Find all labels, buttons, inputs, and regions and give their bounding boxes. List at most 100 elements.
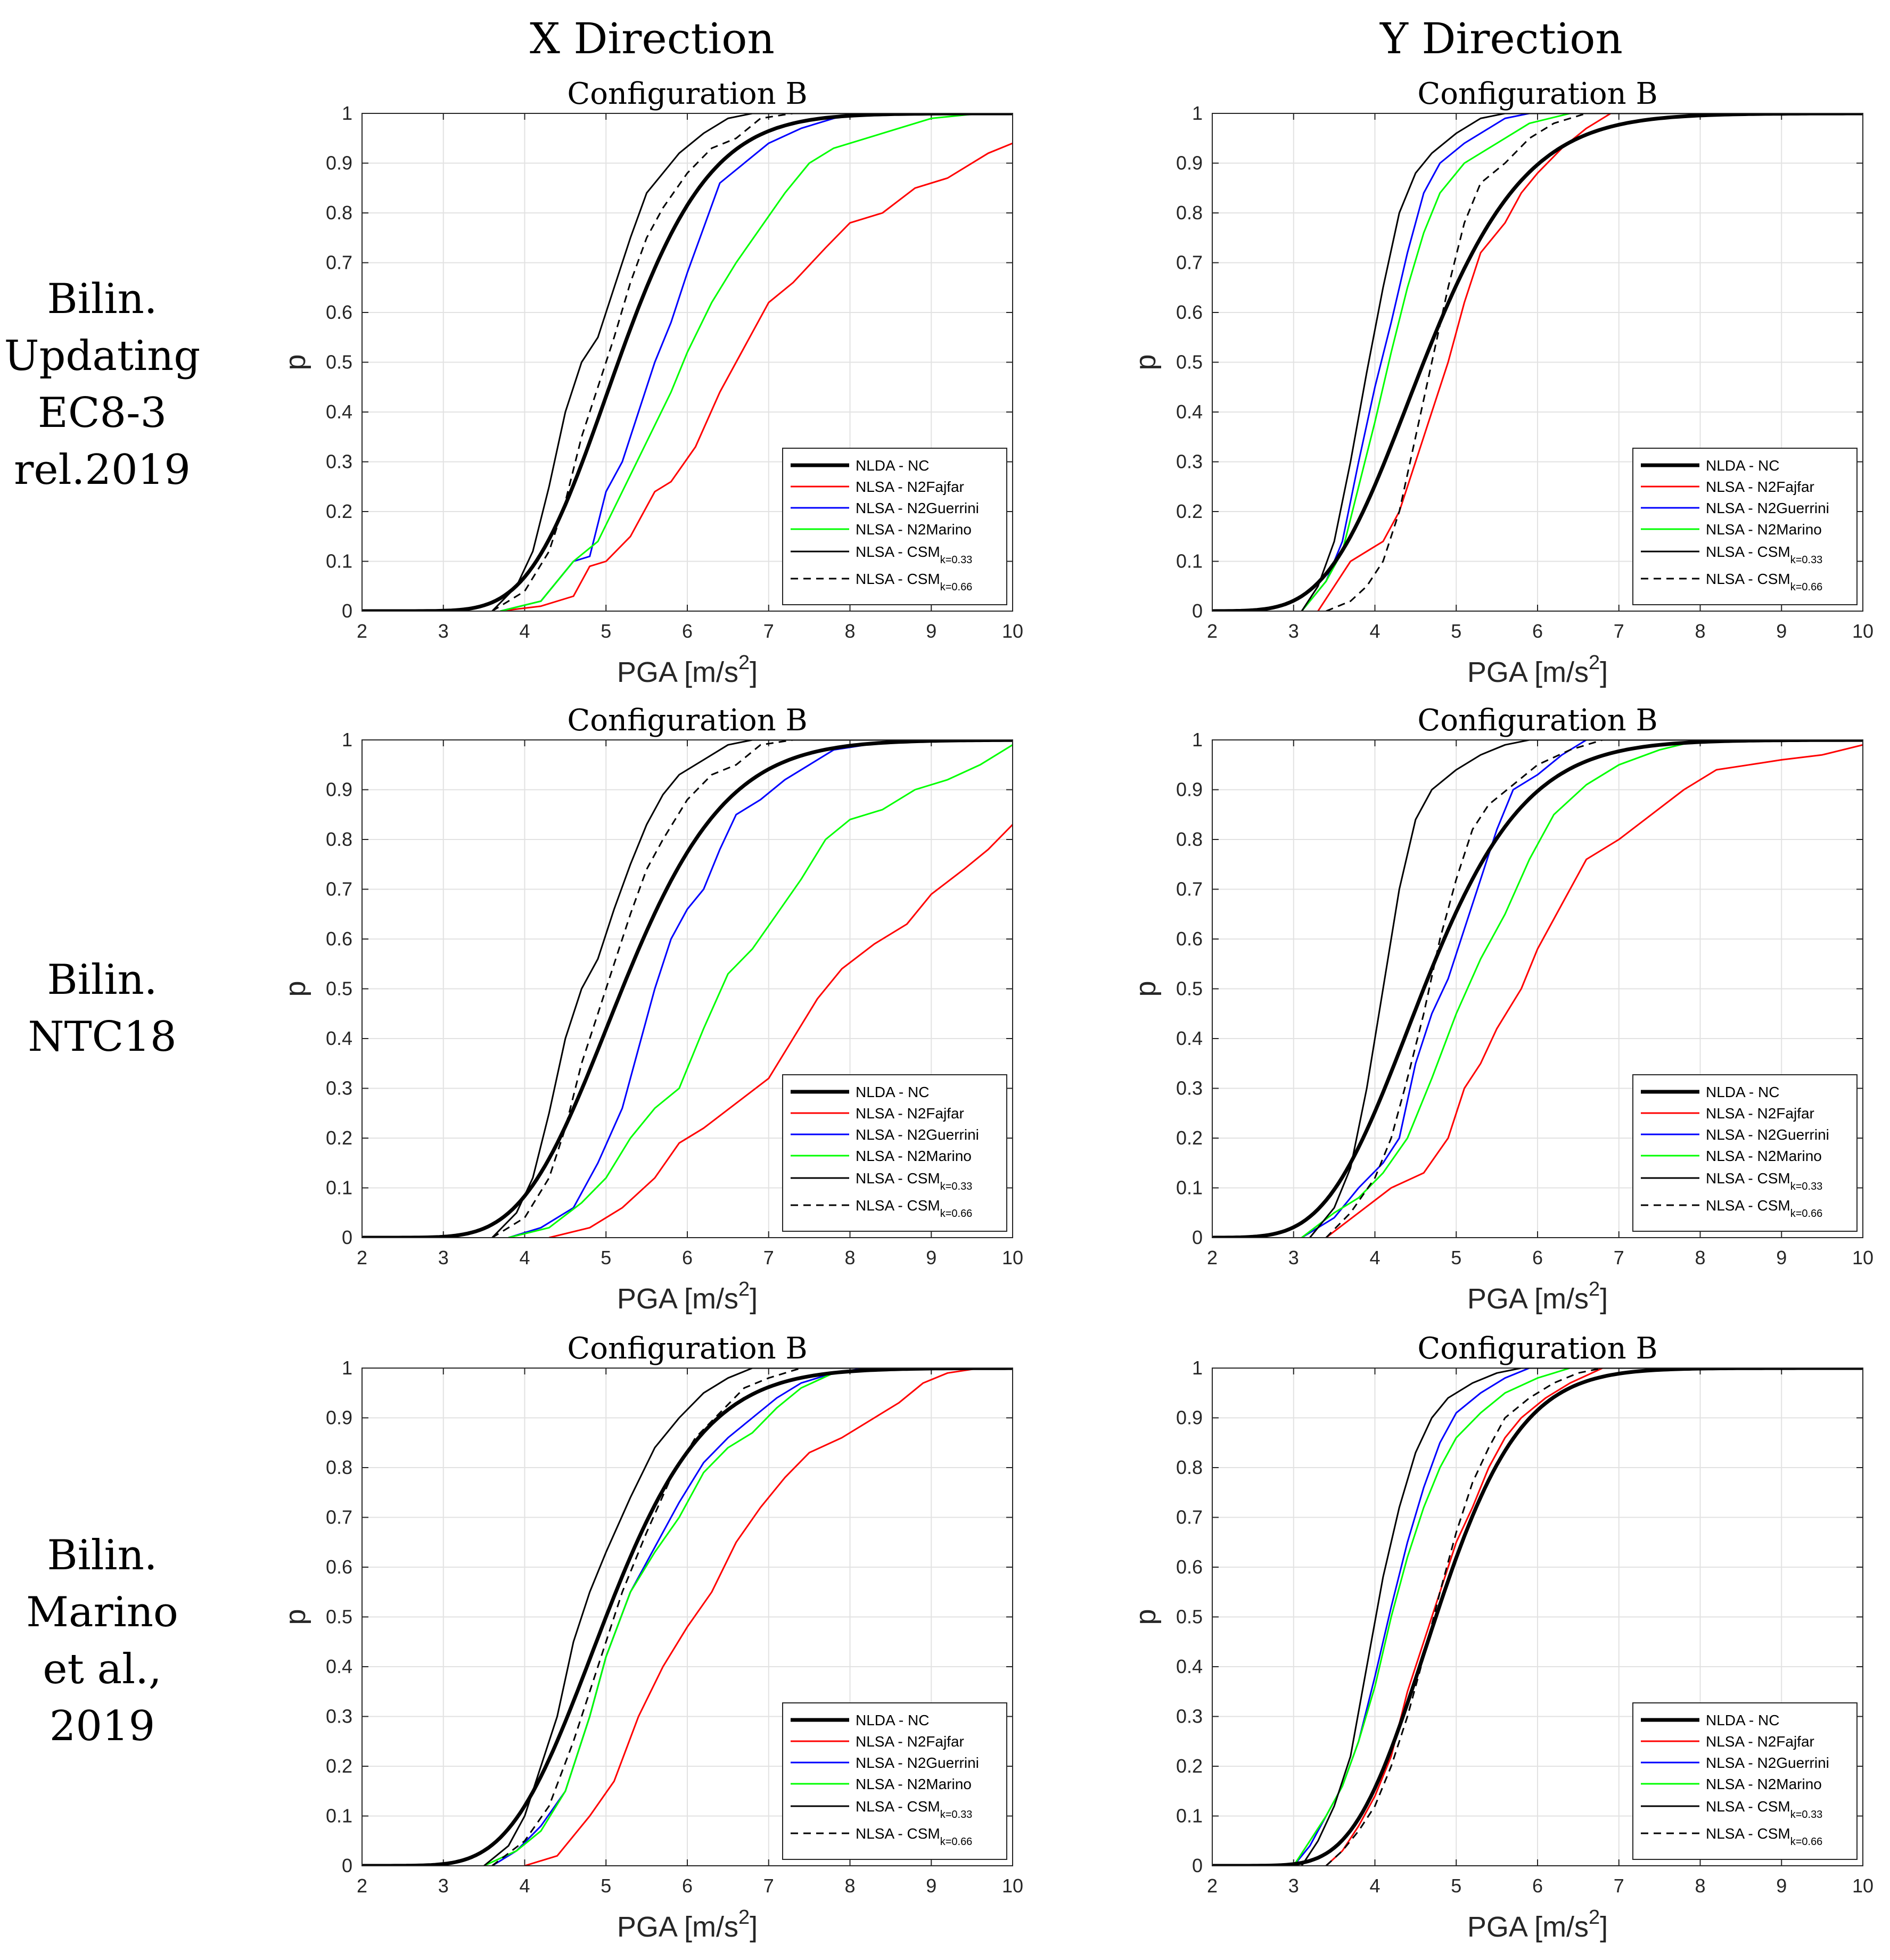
x-tick-label: 8 bbox=[844, 1875, 855, 1897]
legend-label: NLDA - NC bbox=[1706, 457, 1779, 474]
y-axis-label: p bbox=[1130, 1609, 1162, 1625]
legend: NLDA - NC NLSA - N2Fajfar NLSA - N2Guerrin… bbox=[782, 1074, 1007, 1232]
x-tick-label: 7 bbox=[1614, 620, 1624, 642]
x-axis-label-text: PGA [m/s bbox=[1467, 1283, 1589, 1315]
legend-label: NLSA - N2Guerrini bbox=[1706, 1126, 1829, 1143]
axes-box bbox=[361, 739, 1013, 1238]
legend-label-main: NLSA - CSM bbox=[1706, 1170, 1790, 1187]
series-group bbox=[362, 113, 1013, 611]
legend-label: NLSA - CSMk=0.33 bbox=[1706, 1798, 1822, 1821]
y-tick-label: 0.3 bbox=[1176, 1706, 1203, 1727]
y-tick-label: 0 bbox=[1192, 1855, 1203, 1876]
x-tick-label: 9 bbox=[1776, 620, 1787, 642]
y-tick-label: 0.7 bbox=[326, 878, 352, 900]
y-tick-label: 0.6 bbox=[326, 928, 352, 950]
chart-panel-4: 2 3 4 5 6 7 8 9 10 0 0.1 0.2 0.3 0.4 0.5 0.6 0.7 0.8 0.9 1 C… bbox=[1130, 703, 1873, 1315]
x-tick-label: 7 bbox=[1614, 1875, 1624, 1897]
x-axis-label: PGA [m/s2] bbox=[617, 1906, 758, 1943]
column-header-x: X Direction bbox=[530, 14, 775, 63]
x-tick-label: 9 bbox=[1776, 1875, 1787, 1897]
x-tick-label: 10 bbox=[1852, 620, 1873, 642]
legend-label-subscript: k=0.66 bbox=[940, 1836, 973, 1848]
series-line-fajfar bbox=[1325, 744, 1863, 1238]
y-tick-label: 0.3 bbox=[1176, 1077, 1203, 1099]
legend-label-main: NLSA - N2Marino bbox=[856, 1148, 972, 1164]
axes-box bbox=[361, 1368, 1013, 1866]
y-tick-label: 0.2 bbox=[326, 1127, 352, 1149]
series-line-csm-dashed bbox=[491, 740, 1013, 1238]
legend: NLDA - NC NLSA - N2Fajfar NLSA - N2Guerrin… bbox=[782, 1702, 1007, 1860]
y-tick-label: 0.9 bbox=[326, 779, 352, 801]
y-tick-label: 1 bbox=[342, 729, 352, 751]
y-tick-label: 0.6 bbox=[1176, 301, 1203, 323]
series-line-csm bbox=[1301, 1368, 1863, 1866]
legend: NLDA - NC NLSA - N2Fajfar NLSA - N2Guerrin… bbox=[782, 448, 1007, 605]
series-line-nc bbox=[362, 1368, 1013, 1866]
y-tick-label: 0.2 bbox=[1176, 500, 1203, 522]
gridlines bbox=[1212, 1368, 1863, 1866]
legend-label-main: NLSA - N2Marino bbox=[1706, 1148, 1822, 1164]
x-tick-label: 2 bbox=[1207, 1247, 1218, 1269]
y-tick-label: 0.1 bbox=[326, 1177, 352, 1199]
x-axis-label-text: PGA [m/s bbox=[617, 1911, 738, 1943]
series-line-marino bbox=[1301, 740, 1863, 1238]
y-tick-label: 0.9 bbox=[326, 1407, 352, 1429]
x-tick-label: 10 bbox=[1852, 1875, 1873, 1897]
x-tick-label: 8 bbox=[844, 620, 855, 642]
legend-label-main: NLSA - N2Marino bbox=[856, 521, 972, 538]
y-tick-label: 0.4 bbox=[1176, 1656, 1203, 1677]
x-tick-label: 8 bbox=[1695, 1875, 1705, 1897]
x-axis-label-end: ] bbox=[750, 656, 758, 688]
x-axis-label-superscript: 2 bbox=[738, 1906, 750, 1929]
legend-label-main: NLSA - N2Guerrini bbox=[856, 500, 979, 516]
row-label-1: Bilin. Updating EC8-3 rel.2019 bbox=[4, 275, 201, 494]
legend-label-subscript: k=0.33 bbox=[1790, 1809, 1823, 1821]
legend: NLDA - NC NLSA - N2Fajfar NLSA - N2Guerrin… bbox=[1632, 1702, 1858, 1860]
x-axis-label-text: PGA [m/s bbox=[617, 656, 738, 688]
row-label-line: et al., bbox=[43, 1645, 161, 1693]
legend-label-main: NLSA - N2Guerrini bbox=[856, 1126, 979, 1143]
legend-label-main: NLSA - N2Guerrini bbox=[1706, 500, 1829, 516]
y-tick-label: 0.4 bbox=[1176, 401, 1203, 423]
legend-label: NLSA - N2Guerrini bbox=[1706, 1755, 1829, 1771]
x-tick-label: 2 bbox=[1207, 620, 1218, 642]
x-tick-label: 10 bbox=[1002, 1875, 1023, 1897]
legend-label: NLSA - CSMk=0.33 bbox=[856, 543, 972, 566]
legend-label-main: NLSA - N2Guerrini bbox=[1706, 1755, 1829, 1771]
x-tick-label: 5 bbox=[601, 620, 611, 642]
chart-title: Configuration B bbox=[567, 1331, 807, 1366]
charts: 2 3 4 5 6 7 8 9 1000.10.20.30.40.50.60.70.80.91C… bbox=[280, 77, 1873, 1943]
x-axis-label-end: ] bbox=[750, 1283, 758, 1315]
chart-title: Configuration B bbox=[1417, 703, 1657, 738]
y-tick-label: 0.5 bbox=[1176, 978, 1203, 1000]
y-tick-label: 0.8 bbox=[326, 1456, 352, 1478]
x-tick-label: 10 bbox=[1852, 1247, 1873, 1269]
x-tick-label: 7 bbox=[763, 1875, 774, 1897]
x-tick-label: 3 bbox=[438, 620, 449, 642]
x-tick-label: 5 bbox=[1451, 1247, 1461, 1269]
row-label-line: rel.2019 bbox=[14, 446, 191, 494]
x-tick-label: 4 bbox=[1369, 1247, 1380, 1269]
series-line-marino bbox=[483, 1368, 1013, 1866]
y-axis-label: p bbox=[280, 981, 311, 997]
x-axis-label-superscript: 2 bbox=[1589, 1906, 1600, 1929]
legend-label-subscript: k=0.66 bbox=[940, 581, 973, 593]
y-axis-label: p bbox=[1130, 354, 1162, 370]
series-line-guerrini bbox=[1301, 113, 1863, 611]
series-line-nc bbox=[362, 113, 1013, 611]
x-tick-label: 2 bbox=[357, 1875, 367, 1897]
y-tick-label: 0.4 bbox=[1176, 1027, 1203, 1049]
column-header-y: Y Direction bbox=[1379, 14, 1623, 63]
chart-title: Configuration B bbox=[567, 703, 807, 738]
x-axis-label-superscript: 2 bbox=[1589, 1278, 1600, 1300]
x-axis-label: PGA [m/s2] bbox=[617, 1278, 758, 1315]
y-tick-label: 0.1 bbox=[326, 1805, 352, 1827]
x-axis-label-text: PGA [m/s bbox=[1467, 1911, 1589, 1943]
series-group bbox=[1212, 740, 1863, 1238]
y-tick-label: 0.4 bbox=[326, 1656, 352, 1677]
legend-label-subscript: k=0.33 bbox=[1790, 1181, 1823, 1192]
legend-label: NLSA - CSMk=0.66 bbox=[1706, 1825, 1822, 1848]
x-tick-label: 5 bbox=[601, 1247, 611, 1269]
x-tick-label: 8 bbox=[844, 1247, 855, 1269]
